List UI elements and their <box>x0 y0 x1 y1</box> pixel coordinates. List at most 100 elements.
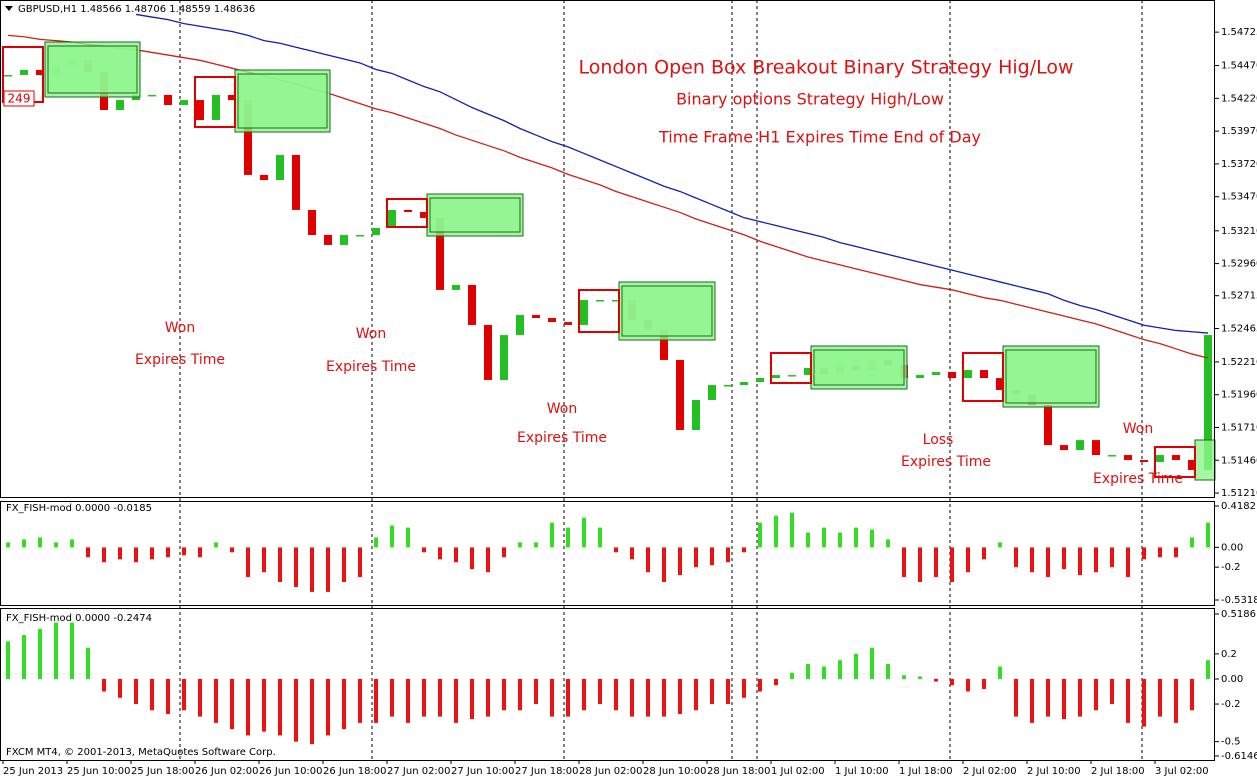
histogram-bar <box>1094 547 1098 573</box>
candle <box>932 372 940 376</box>
candle <box>1044 405 1052 446</box>
annotation: Expires Time <box>517 430 607 446</box>
histogram-bar <box>870 647 874 679</box>
candle <box>596 300 604 302</box>
histogram-bar <box>1174 678 1178 723</box>
histogram-bar <box>646 547 650 573</box>
candle <box>580 300 588 325</box>
histogram-bar <box>774 515 778 548</box>
y-tick-label: 1.51960 <box>1221 390 1257 401</box>
histogram-bar <box>518 542 522 548</box>
candle <box>1204 335 1212 470</box>
candle <box>180 100 188 106</box>
y-tick-label: 1.54725 <box>1221 27 1257 38</box>
y-tick-label: 1.52715 <box>1221 291 1257 302</box>
histogram-bar <box>1110 547 1114 568</box>
histogram-bar <box>6 641 10 679</box>
histogram-bar <box>38 628 42 679</box>
candle <box>468 284 476 325</box>
histogram-bar <box>1062 678 1066 720</box>
histogram-bar <box>950 547 954 583</box>
histogram-bar <box>1158 678 1162 717</box>
y-tick-label: 1.51460 <box>1221 455 1257 466</box>
histogram-bar <box>982 547 986 560</box>
histogram-bar <box>102 547 106 563</box>
histogram-bar <box>230 547 234 553</box>
candle <box>388 209 396 229</box>
histogram-bar <box>1174 547 1178 558</box>
y-tick-label: 1.51710 <box>1221 422 1257 433</box>
histogram-bar <box>86 647 90 679</box>
y-tick-label: 0.5186 <box>1221 609 1256 620</box>
histogram-bar <box>406 527 410 548</box>
candle <box>1060 445 1068 451</box>
histogram-bar <box>278 678 282 736</box>
histogram-bar <box>22 539 26 548</box>
x-tick-label: 3 Jul 02:00 <box>1155 766 1209 777</box>
y-tick-label: 1.54470 <box>1221 61 1257 72</box>
annotation: Expires Time <box>135 352 225 368</box>
histogram-bar <box>662 678 666 717</box>
histogram-bar <box>982 678 986 690</box>
histogram-bar <box>150 547 154 560</box>
histogram-bar <box>1030 547 1034 573</box>
candle <box>148 94 156 97</box>
histogram-bar <box>230 678 234 730</box>
histogram-bar <box>1046 678 1050 717</box>
symbol-header: GBPUSD,H1 1.48566 1.48706 1.48559 1.4863… <box>18 4 255 15</box>
histogram-bar <box>38 537 42 548</box>
candle <box>452 284 460 290</box>
y-tick-label: 1.52210 <box>1221 357 1257 368</box>
histogram-bar <box>374 537 378 548</box>
histogram-bar <box>422 678 426 717</box>
candle <box>708 385 716 400</box>
y-tick-label: -0.5318 <box>1221 595 1257 606</box>
y-tick-label: -0.2 <box>1221 562 1241 573</box>
annotation: Won <box>547 401 577 417</box>
histogram-bar <box>454 678 458 723</box>
candle <box>212 94 220 120</box>
histogram-bar <box>390 678 394 717</box>
histogram-bar <box>790 672 794 679</box>
subtitle: Time Frame H1 Expires Time End of Day <box>658 128 981 147</box>
badge: 249 <box>8 92 31 106</box>
candle <box>532 314 540 319</box>
histogram-bar <box>870 529 874 548</box>
histogram-bar <box>934 678 938 682</box>
y-tick-label: 1.54220 <box>1221 93 1257 104</box>
histogram-bar <box>518 678 522 711</box>
histogram-bar <box>342 678 346 730</box>
histogram-bar <box>726 678 730 705</box>
histogram-bar <box>838 660 842 679</box>
candle <box>164 94 172 106</box>
histogram-bar <box>806 663 810 679</box>
histogram-bar <box>646 678 650 717</box>
candle <box>500 335 508 381</box>
histogram-bar <box>950 678 954 686</box>
candle <box>116 100 124 111</box>
histogram-bar <box>54 542 58 548</box>
histogram-bar <box>550 678 554 717</box>
title: London Open Box Breakout Binary Strategy… <box>578 57 1073 79</box>
histogram-bar <box>678 547 682 576</box>
histogram-bar <box>854 527 858 548</box>
candle <box>980 370 988 379</box>
candle <box>420 212 428 218</box>
histogram-bar <box>742 678 746 698</box>
candle <box>372 228 380 235</box>
candle <box>276 155 284 181</box>
candle <box>356 234 364 237</box>
histogram-bar <box>1126 678 1130 723</box>
histogram-bar <box>630 547 634 560</box>
candle <box>724 385 732 387</box>
histogram-bar <box>310 547 314 592</box>
histogram-bar <box>422 547 426 553</box>
histogram-bar <box>582 517 586 548</box>
y-tick-label: 0.2 <box>1221 649 1237 660</box>
indicator-label: FX_FISH-mod 0.0000 -0.2474 <box>6 613 152 624</box>
histogram-bar <box>454 547 458 563</box>
histogram-bar <box>838 532 842 548</box>
x-tick-label: 27 Jun 02:00 <box>387 766 451 777</box>
histogram-bar <box>134 547 138 563</box>
x-tick-label: 25 Jun 18:00 <box>131 766 195 777</box>
